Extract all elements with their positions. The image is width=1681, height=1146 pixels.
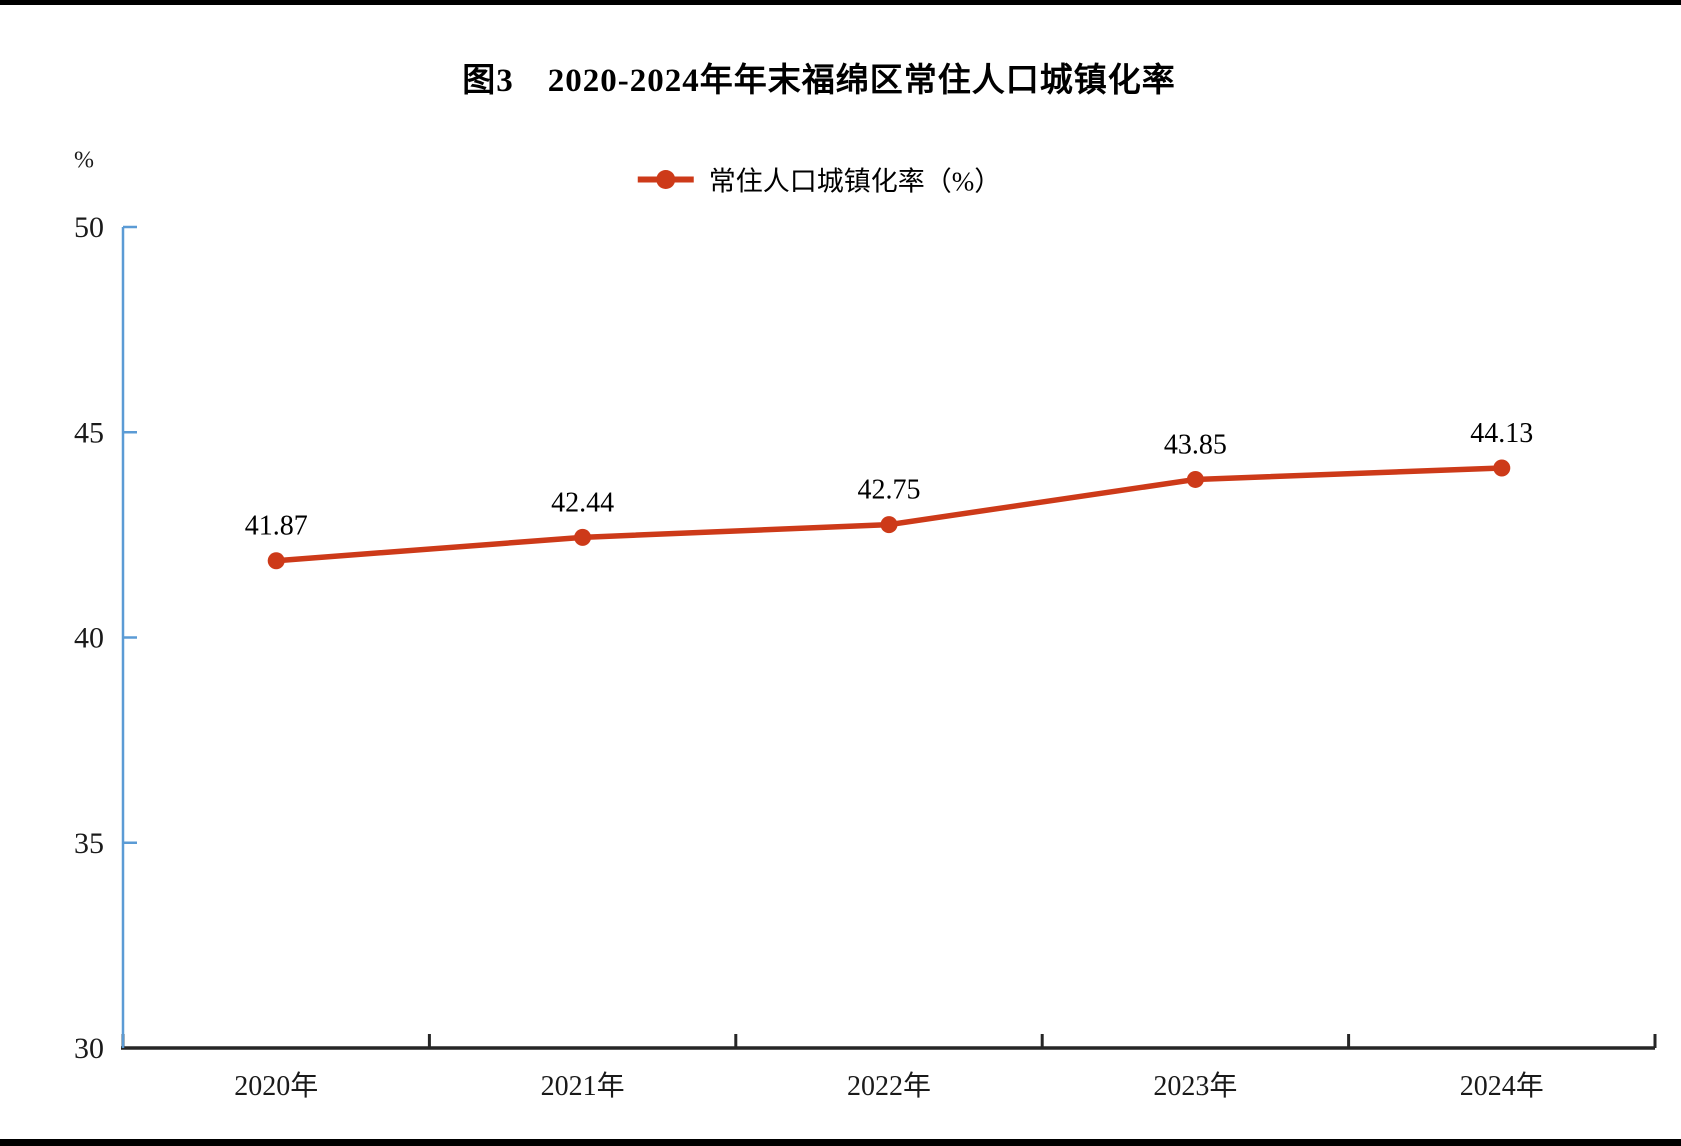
x-category-label: 2022年: [847, 1070, 931, 1102]
x-category-label: 2024年: [1460, 1070, 1544, 1102]
legend-line-dot-icon: [637, 169, 694, 189]
data-point-marker: [267, 552, 285, 570]
y-axis-unit-label: %: [74, 147, 94, 174]
data-point-marker: [1493, 459, 1511, 477]
bottom-border-bar: [0, 1139, 1681, 1146]
data-point-label: 43.85: [1164, 429, 1227, 460]
data-point-label: 44.13: [1470, 418, 1533, 449]
data-point-marker: [1186, 470, 1204, 488]
y-tick-label: 50: [74, 211, 104, 244]
data-point-label: 41.87: [245, 511, 308, 542]
chart-title: 图3 2020-2024年年末福绵区常住人口城镇化率: [462, 63, 1176, 99]
y-tick-label: 30: [74, 1032, 104, 1065]
y-tick-label: 35: [74, 827, 104, 860]
data-point-marker: [574, 528, 592, 546]
x-category-label: 2023年: [1153, 1070, 1237, 1102]
y-tick-label: 40: [74, 622, 104, 655]
data-point-label: 42.75: [858, 475, 921, 506]
x-category-label: 2021年: [541, 1070, 625, 1102]
data-point-marker: [880, 516, 898, 534]
legend-series-label: 常住人口城镇化率（%）: [708, 166, 1002, 197]
y-tick-label: 45: [74, 416, 104, 449]
data-point-label: 42.44: [551, 487, 614, 518]
top-border-bar: [0, 0, 1681, 5]
legend: 常住人口城镇化率（%）: [637, 160, 1002, 199]
x-category-label: 2020年: [234, 1070, 318, 1102]
